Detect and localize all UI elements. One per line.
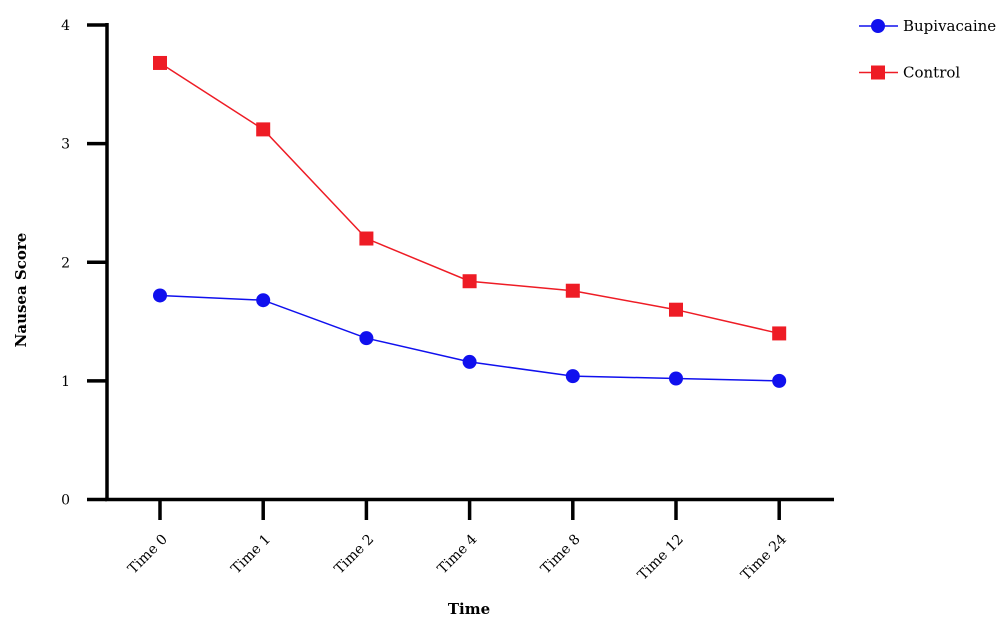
legend-label: Control [903,64,960,82]
legend-item: Control [859,64,960,82]
data-point [256,293,271,308]
data-point [462,354,477,369]
x-tick-label: Time 12 [635,532,687,584]
series-layer [153,55,787,388]
y-tick-label: 4 [61,18,70,34]
legend-item: Bupivacaine [859,17,996,35]
legend: Bupivacaine Control [859,17,996,82]
data-point [359,231,374,246]
x-tick-label: Time 24 [738,531,790,583]
x-tick-label: Time 2 [331,532,377,578]
x-tick-label: Time 8 [538,532,584,578]
x-ticks: Time 0 Time 1 Time 2 Time 4 Time 8 Time 12 Tim… [125,499,790,584]
series-control [153,55,787,341]
data-point [772,373,787,388]
legend-marker [871,65,885,80]
data-point [565,369,580,384]
series-bupivacaine [153,288,787,388]
axes [105,23,834,502]
y-tick-label: 0 [61,493,70,509]
x-tick-label: Time 4 [435,531,481,577]
data-point [153,55,167,70]
data-point [565,283,580,298]
y-axis-title: Nausea Score [12,233,30,348]
data-point [153,288,167,303]
data-point [669,371,683,386]
x-axis-title: Time [448,600,490,618]
legend-label: Bupivacaine [903,17,996,35]
data-point [772,326,787,341]
series-line [159,62,780,335]
data-point [359,331,374,346]
data-point [669,302,683,317]
data-point [256,122,271,137]
y-ticks: 0 1 2 3 4 [61,18,107,509]
y-tick-label: 3 [61,137,70,153]
y-tick-label: 1 [61,374,70,390]
data-point [462,274,477,289]
legend-marker [871,19,885,33]
x-tick-label: Time 1 [228,532,274,578]
y-tick-label: 2 [61,255,70,271]
x-tick-label: Time 0 [125,532,171,578]
